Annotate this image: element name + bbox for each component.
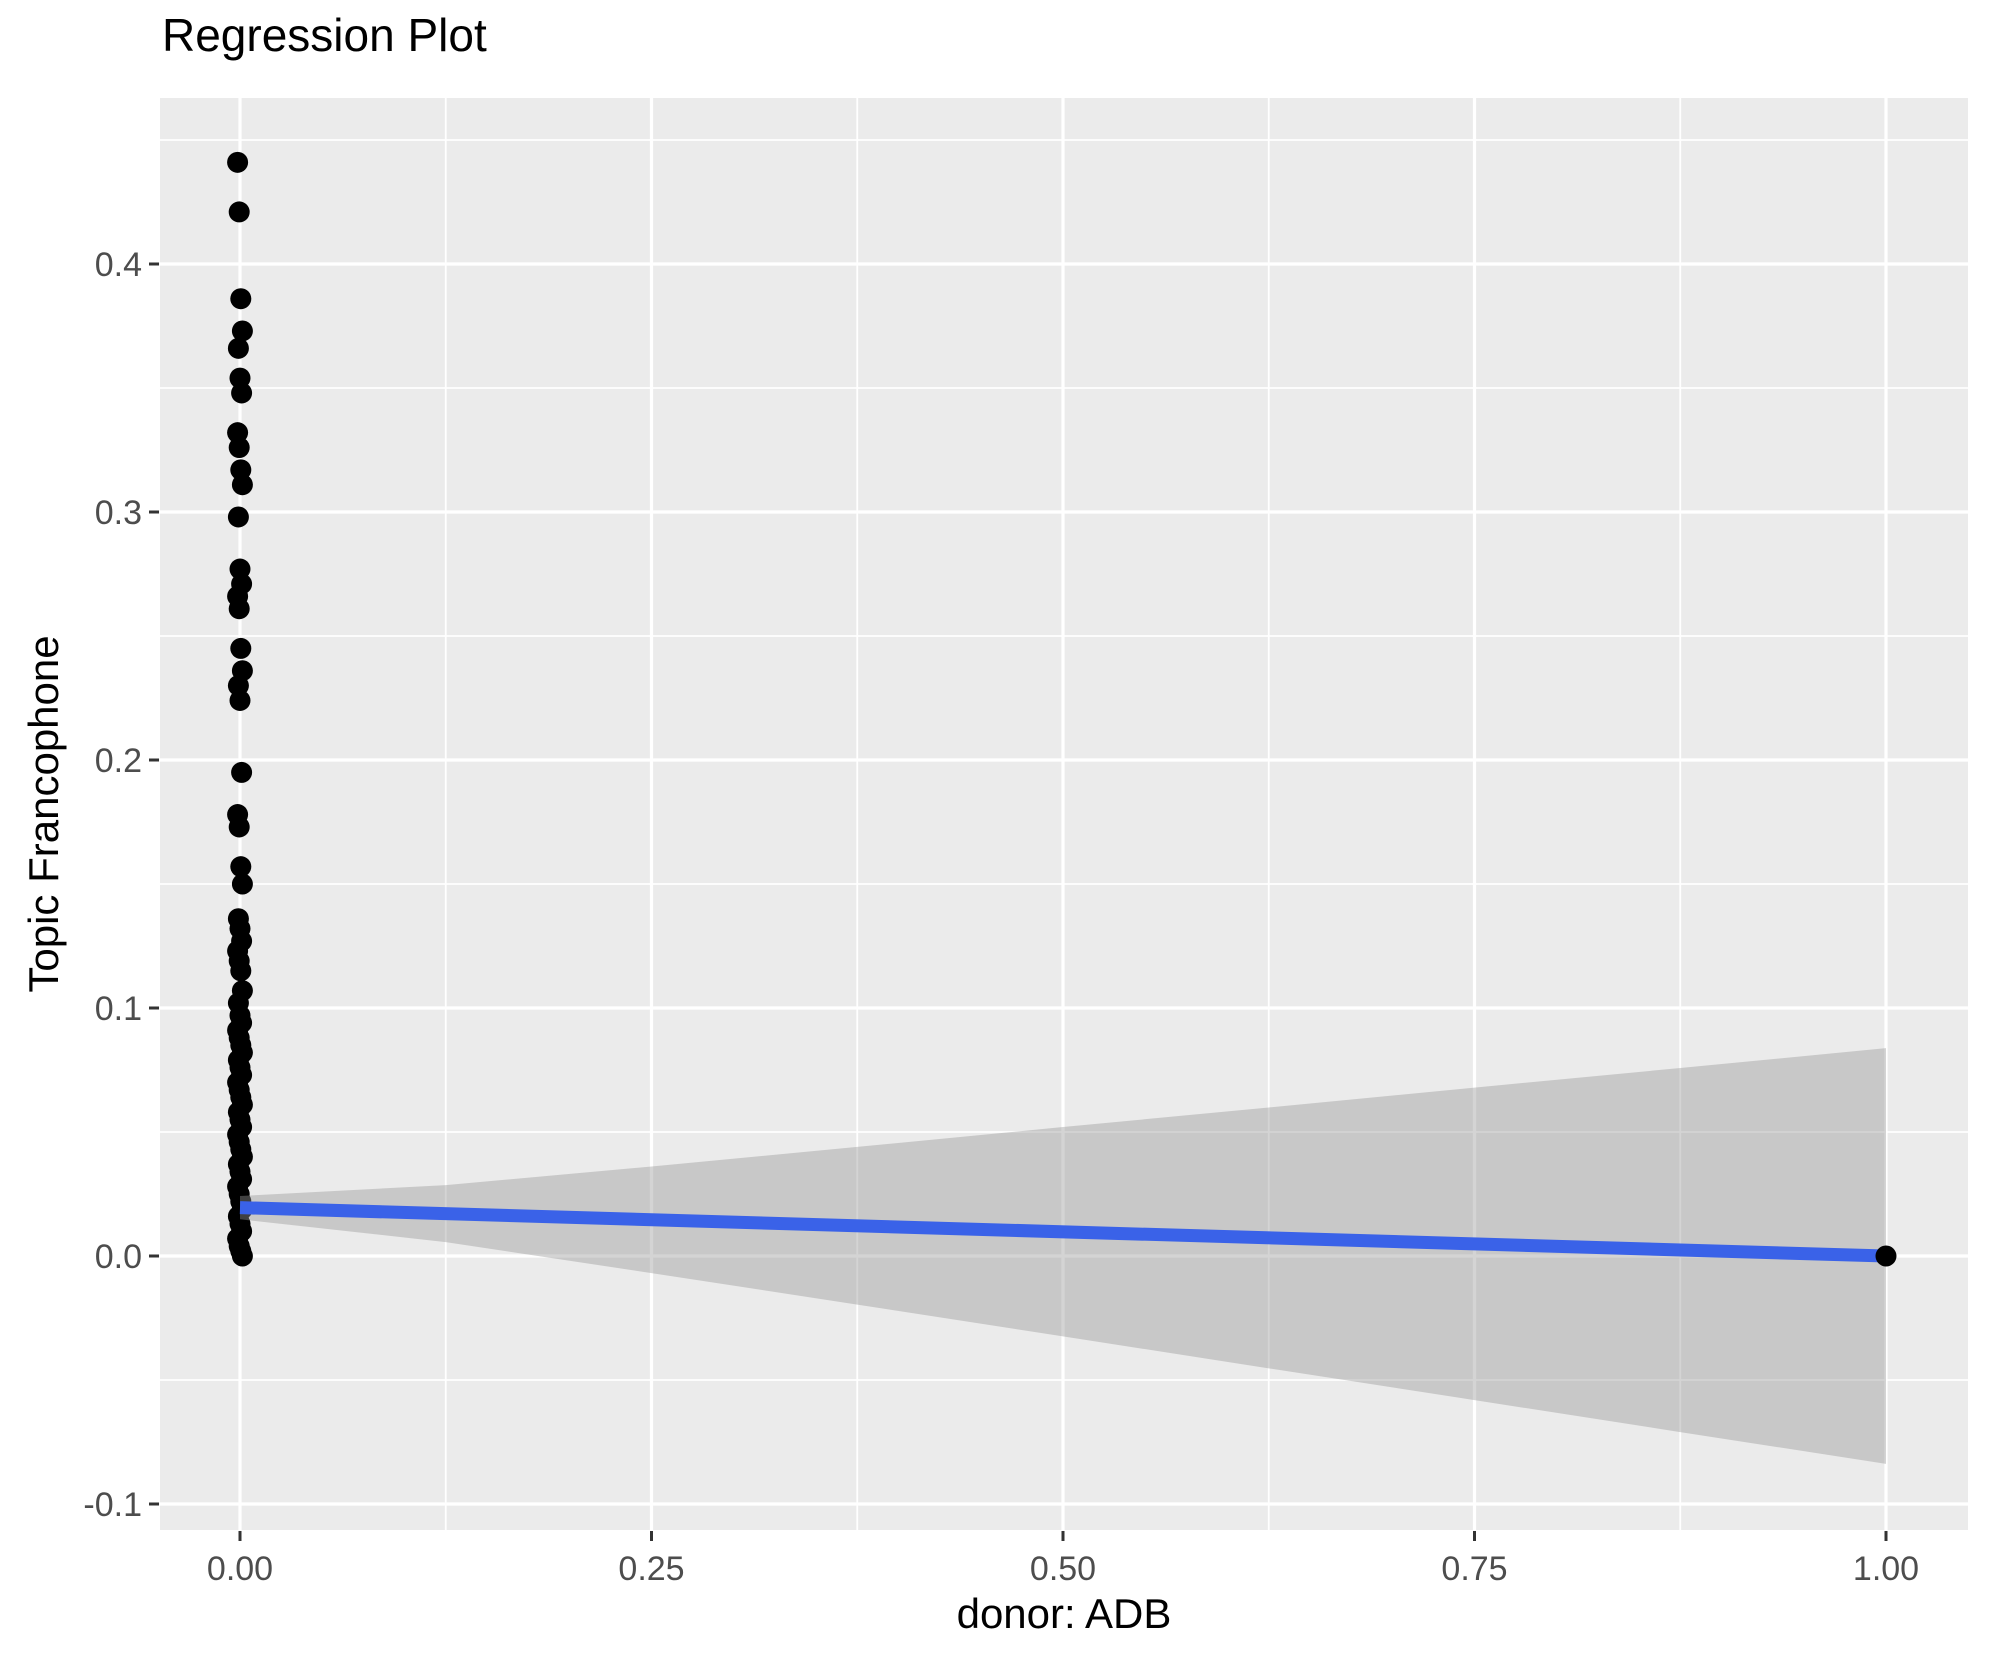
data-point	[228, 598, 250, 620]
y-tick-label: -0.1	[83, 1486, 142, 1524]
data-point	[227, 506, 249, 528]
data-point	[228, 816, 250, 838]
y-tick-label: 0.0	[95, 1238, 142, 1276]
x-axis-title: donor: ADB	[956, 1590, 1172, 1637]
y-tick-label: 0.4	[95, 246, 142, 284]
data-point	[231, 873, 253, 895]
y-tick-label: 0.1	[95, 990, 142, 1028]
data-point	[230, 960, 252, 982]
x-tick-label: 0.25	[618, 1550, 684, 1588]
x-tick-labels: 0.00 0.25 0.50 0.75 1.00	[207, 1550, 1919, 1588]
data-point	[231, 761, 253, 783]
y-axis-title: Topic Francophone	[20, 635, 67, 993]
data-point	[230, 856, 252, 878]
data-point-x1	[1875, 1245, 1897, 1267]
data-point	[231, 474, 253, 496]
x-tick-label: 0.50	[1030, 1550, 1096, 1588]
data-point	[231, 1245, 253, 1267]
data-point	[227, 337, 249, 359]
data-point	[228, 201, 250, 223]
x-tick-label: 0.00	[207, 1550, 273, 1588]
data-point	[230, 288, 252, 310]
y-tick-label: 0.2	[95, 742, 142, 780]
data-point	[231, 382, 253, 404]
confidence-ribbon	[240, 1048, 1886, 1464]
chart-title: Regression Plot	[162, 9, 487, 61]
tick-marks	[149, 262, 1888, 1541]
data-point	[230, 637, 252, 659]
data-point	[229, 689, 251, 711]
data-point	[231, 320, 253, 342]
regression-line	[239, 1201, 1887, 1263]
x-tick-label: 1.00	[1853, 1550, 1919, 1588]
data-point	[228, 437, 250, 459]
y-tick-label: 0.3	[95, 494, 142, 532]
x-tick-label: 0.75	[1441, 1550, 1507, 1588]
data-point	[227, 151, 249, 173]
y-tick-labels: -0.1 0.0 0.1 0.2 0.3 0.4	[83, 246, 142, 1524]
